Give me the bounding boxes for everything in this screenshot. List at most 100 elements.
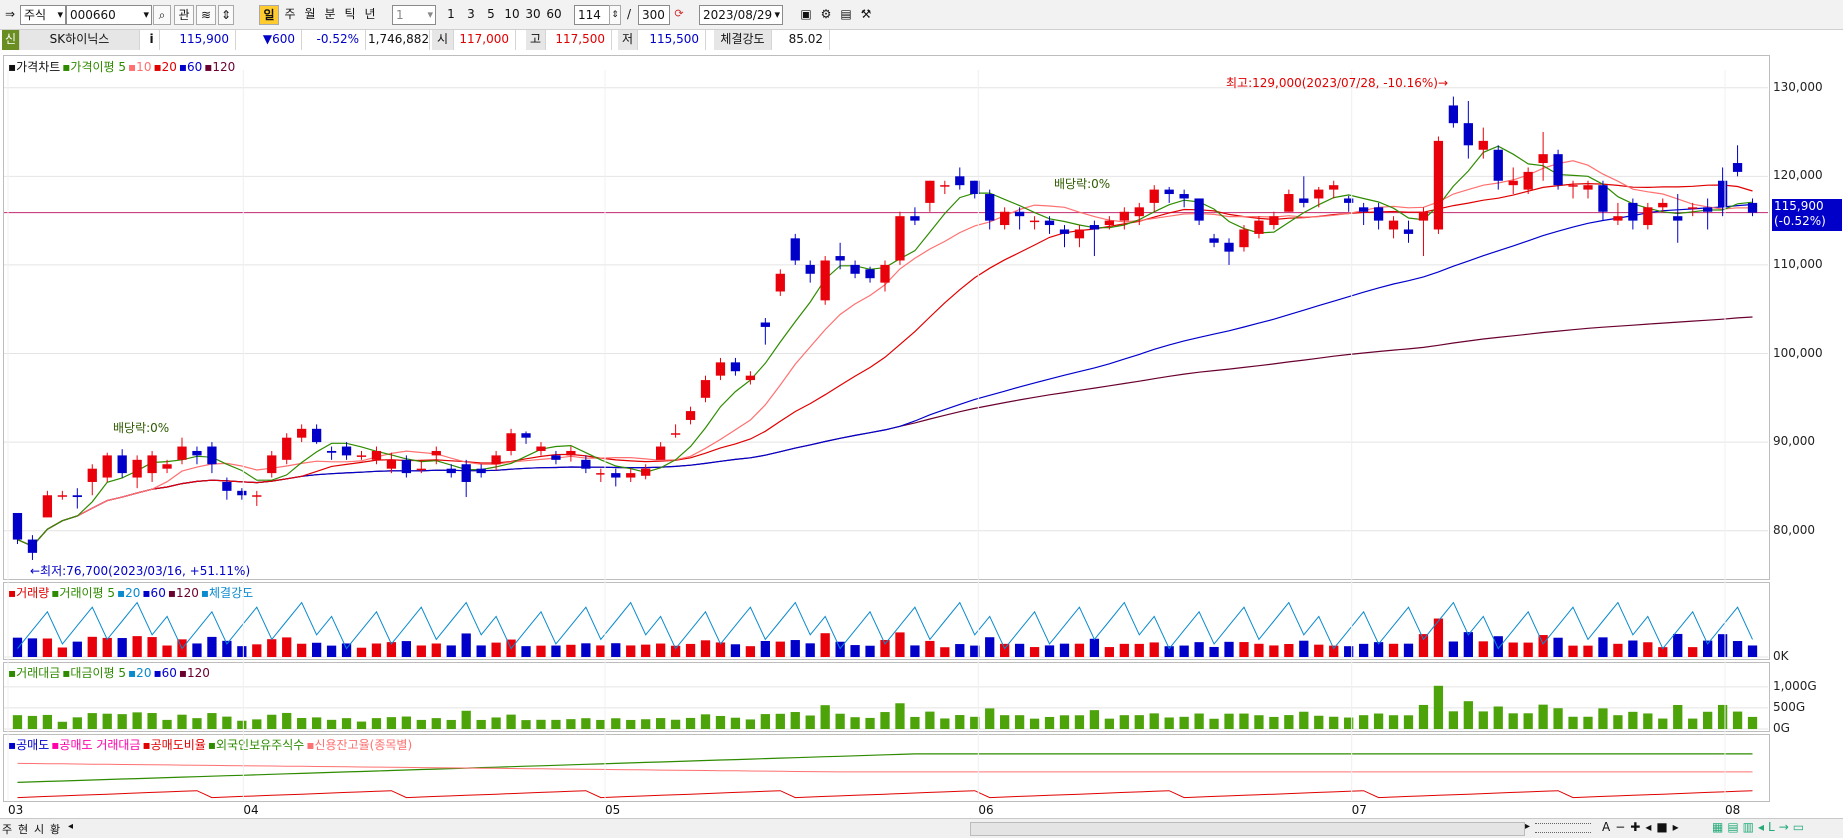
x-axis-label: 06 <box>978 803 994 817</box>
candle-body <box>880 264 890 283</box>
volume-bar <box>1418 634 1429 657</box>
amount-bar <box>880 712 890 729</box>
candle-body <box>1448 105 1459 124</box>
market-select[interactable]: 주식 <box>20 5 66 25</box>
count-spinner-icon[interactable]: ⇕ <box>609 5 621 25</box>
candle-body <box>1717 180 1728 208</box>
candle-body <box>1403 229 1414 234</box>
amount-bar <box>910 716 920 729</box>
quick-30-button[interactable]: 30 <box>525 7 541 21</box>
amount-bar <box>297 718 307 729</box>
volume-bar <box>1433 618 1444 657</box>
menu-arrow-icon[interactable]: ⇒ <box>4 7 16 21</box>
amount-bar <box>925 711 935 729</box>
amount-bar <box>162 719 172 729</box>
save-image-icon[interactable]: ▣ <box>800 7 812 21</box>
tab-weekly[interactable]: 주 <box>2 823 13 836</box>
amount-bar <box>1388 715 1399 729</box>
date-select[interactable]: 2023/08/29 <box>699 5 783 25</box>
amount-bar <box>326 719 337 729</box>
volume-bar <box>880 639 890 657</box>
favorite-button[interactable]: 관 <box>174 5 194 25</box>
low-price: 115,500 <box>640 30 706 50</box>
info-icon[interactable]: i <box>144 30 160 50</box>
nav-controls-icon[interactable]: A−✚◂■▸ <box>1602 820 1684 834</box>
candle-body <box>1269 216 1279 226</box>
period-month-button[interactable]: 월 <box>304 7 316 21</box>
amount-bar <box>1149 713 1159 729</box>
period-year-button[interactable]: 년 <box>364 7 376 21</box>
candle-body <box>42 495 53 518</box>
quick-3-button[interactable]: 3 <box>467 7 475 21</box>
price-panel[interactable] <box>3 55 1770 580</box>
count-input[interactable]: 114 <box>574 5 610 25</box>
tab-market[interactable]: 시 <box>34 823 45 836</box>
volume-legend-item: ▪체결강도 <box>200 586 254 600</box>
amount-bar <box>1373 713 1384 729</box>
settings-gear-icon[interactable]: ⚙ <box>820 7 832 21</box>
candle-body <box>356 455 367 457</box>
candle-body <box>297 428 307 438</box>
volume-bar <box>656 643 666 657</box>
amount-bar <box>1493 706 1503 729</box>
candle-body <box>1553 154 1563 186</box>
scrollbar[interactable] <box>970 822 1525 836</box>
quick-5-button[interactable]: 5 <box>487 7 495 21</box>
count-total-input[interactable]: 300 <box>638 5 670 25</box>
amount-bar <box>955 715 965 729</box>
candle-body <box>1044 220 1055 226</box>
print-icon[interactable]: ▤ <box>840 7 852 21</box>
volume-bar <box>1717 634 1728 657</box>
volume-bar <box>192 643 202 657</box>
quick-1-button[interactable]: 1 <box>447 7 455 21</box>
refresh-icon[interactable]: ⟳ <box>674 7 684 20</box>
volume-bar <box>12 637 23 657</box>
amount-bar <box>1478 711 1488 729</box>
tab-current[interactable]: 현 <box>18 823 29 836</box>
amount-bar <box>506 714 516 729</box>
tab-status[interactable]: 황 <box>50 823 61 836</box>
amount-bar <box>1014 715 1025 729</box>
candle-body <box>1388 220 1399 230</box>
zoom-range-icon[interactable] <box>1535 823 1591 833</box>
current-price-tag-rate: (-0.52%) <box>1774 214 1826 228</box>
volume-bar <box>521 646 531 657</box>
candle-body <box>1254 220 1264 234</box>
interval-select[interactable]: 1 <box>392 5 436 25</box>
amount-bar <box>1732 711 1743 729</box>
candle-body <box>1014 211 1025 217</box>
candle-body <box>1000 211 1010 226</box>
candle-body <box>371 450 382 460</box>
scroll-left-icon[interactable]: ◂ <box>68 821 74 832</box>
candle-body <box>416 468 426 471</box>
tools-icon[interactable]: ⚒ <box>860 7 872 21</box>
candle-body <box>985 194 995 221</box>
period-week-button[interactable]: 주 <box>284 7 296 21</box>
candle-body <box>670 433 681 435</box>
search-button[interactable]: ⌕ <box>153 5 171 25</box>
quick-10-button[interactable]: 10 <box>504 7 520 21</box>
ma5-line <box>17 145 1753 547</box>
candle-body <box>491 455 501 465</box>
short-panel[interactable] <box>3 734 1770 802</box>
stock-code-input[interactable]: 000660 <box>66 5 152 25</box>
candle-body <box>790 238 800 261</box>
volume-bar <box>1523 642 1533 657</box>
current-price-tag-value: 115,900 <box>1774 199 1824 213</box>
scroll-right-icon[interactable]: ▸ <box>1525 821 1531 832</box>
candle-body <box>461 464 471 482</box>
volume-bar <box>371 643 382 657</box>
volume-bar <box>551 645 561 657</box>
quick-60-button[interactable]: 60 <box>546 7 562 21</box>
volume-bar <box>730 644 741 657</box>
volume-bar <box>1583 645 1593 657</box>
period-tick-button[interactable]: 틱 <box>344 7 356 21</box>
view-toggle-icon[interactable]: ▦▤▥◂L→▭ <box>1712 820 1809 834</box>
period-day-button[interactable]: 일 <box>259 5 279 25</box>
stack-icon[interactable]: ≋ <box>196 5 216 25</box>
price-axis-tick: 80,000 <box>1773 522 1815 537</box>
spin-up-down-icon[interactable]: ⇕ <box>218 5 234 25</box>
period-minute-button[interactable]: 분 <box>324 7 336 21</box>
volume-legend: ▪거래량 ▪거래이평 5 ▪20 ▪60 ▪120 ▪체결강도 <box>8 584 255 601</box>
